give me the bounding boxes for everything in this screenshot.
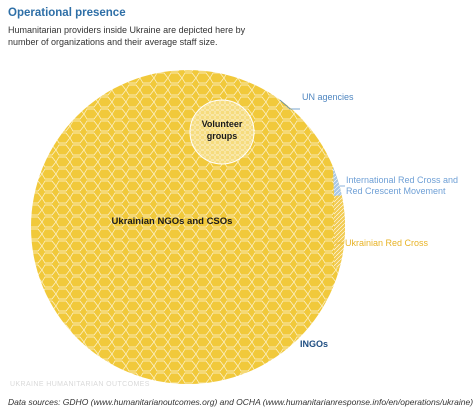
label-icrc-1: International Red Cross and bbox=[346, 175, 458, 185]
label-volunteer-2: groups bbox=[207, 131, 238, 141]
watermark: UKRAINE HUMANITARIAN OUTCOMES bbox=[10, 381, 150, 388]
label-icrc-2: Red Crescent Movement bbox=[346, 186, 446, 196]
segment-ukrainian-red-cross bbox=[334, 194, 360, 280]
label-un-agencies: UN agencies bbox=[302, 92, 354, 102]
label-ukrainian-red-cross: Ukrainian Red Cross bbox=[345, 238, 429, 248]
label-ngo: Ukrainian NGOs and CSOs bbox=[112, 216, 233, 227]
data-sources-note: Data sources: GDHO (www.humanitarianoutc… bbox=[8, 397, 473, 407]
label-volunteer-1: Volunteer bbox=[202, 119, 243, 129]
label-ingos: INGOs bbox=[300, 339, 328, 349]
segment-ngo bbox=[20, 60, 360, 400]
